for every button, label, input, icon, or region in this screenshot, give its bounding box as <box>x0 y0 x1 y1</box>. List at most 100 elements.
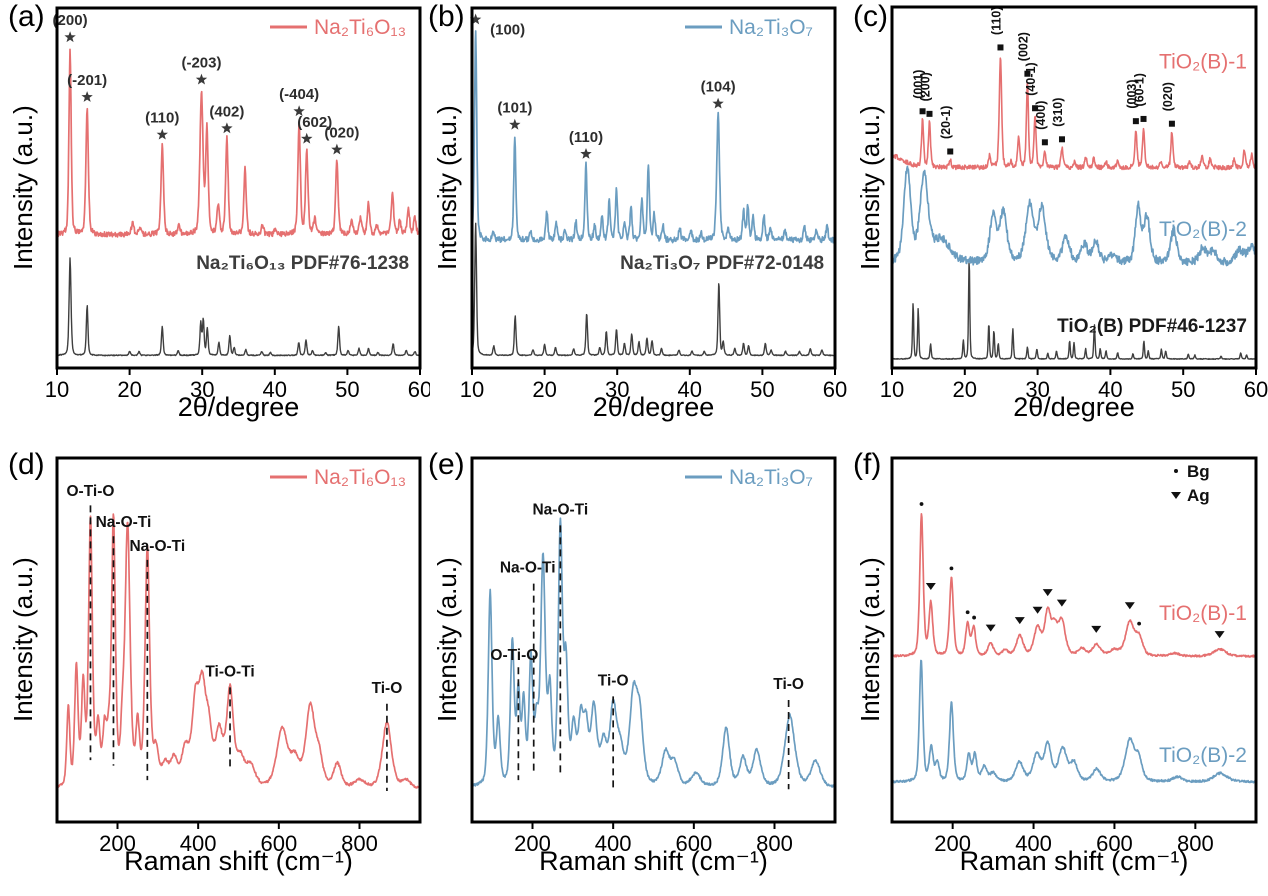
svg-text:800: 800 <box>756 831 793 856</box>
svg-text:(003): (003) <box>1125 79 1139 108</box>
svg-text:(310): (310) <box>1051 98 1065 127</box>
svg-text:Na-O-Ti: Na-O-Ti <box>500 560 556 577</box>
svg-text:(002): (002) <box>1016 32 1030 61</box>
svg-text:60: 60 <box>1244 377 1268 402</box>
panel-letter-e: (e) <box>428 448 465 481</box>
svg-text:20: 20 <box>117 377 141 402</box>
panel-letter-a: (a) <box>8 0 45 33</box>
svg-text:20: 20 <box>953 377 977 402</box>
svg-text:50: 50 <box>750 377 774 402</box>
svg-text:Ti-O-Ti: Ti-O-Ti <box>205 663 254 680</box>
panel-letter-b: (b) <box>428 0 465 33</box>
svg-text:(020): (020) <box>1161 82 1175 111</box>
svg-text:O-Ti-O: O-Ti-O <box>67 483 115 500</box>
svg-text:Ag: Ag <box>1187 486 1210 505</box>
svg-text:(200): (200) <box>918 72 932 101</box>
plot-area-d: O-Ti-O Na-O-Ti Na-O-Ti Ti-O-Ti Ti-O Na₂Ti₆O₁₃… <box>55 456 422 856</box>
svg-text:Ti-O: Ti-O <box>773 676 804 693</box>
svg-text:Bg: Bg <box>1187 462 1210 481</box>
panel-letter-d: (d) <box>8 448 45 481</box>
x-axis-label-a: 2θ/degree <box>177 392 300 422</box>
plot-area-c: (001)(200) (20-1) (110) (002)(40-1) (400) (31… <box>880 5 1268 402</box>
panel-letter-f: (f) <box>853 448 882 481</box>
svg-text:30: 30 <box>605 377 629 402</box>
svg-text:O-Ti-O: O-Ti-O <box>490 647 538 664</box>
svg-text:30: 30 <box>190 377 214 402</box>
svg-text:50: 50 <box>1171 377 1195 402</box>
svg-text:Na-O-Ti: Na-O-Ti <box>96 514 152 531</box>
panel-e: (e) Intensity (a.u.) Na-O-Ti Na-O-Ti O-Ti-… <box>420 448 850 896</box>
svg-text:Na₂Ti₃O₇: Na₂Ti₃O₇ <box>729 16 813 39</box>
svg-text:Na₂Ti₃O₇ PDF#72-0148: Na₂Ti₃O₇ PDF#72-0148 <box>620 253 824 274</box>
svg-text:(110): (110) <box>989 6 1003 35</box>
svg-text:200: 200 <box>99 831 136 856</box>
svg-text:Ti-O: Ti-O <box>598 673 629 690</box>
svg-text:20: 20 <box>532 377 556 402</box>
svg-text:600: 600 <box>675 831 712 856</box>
svg-text:Na₂Ti₆O₁₃: Na₂Ti₆O₁₃ <box>314 466 406 489</box>
svg-text:TiO₂(B)-2: TiO₂(B)-2 <box>1159 218 1247 241</box>
panel-f: (f) Intensity (a.u.) Bg Ag TiO₂(B)-1 TiO₂(B… <box>845 448 1268 896</box>
svg-text:(001): (001) <box>912 70 926 99</box>
svg-text:(110): (110) <box>569 129 603 146</box>
svg-text:(402): (402) <box>209 103 244 120</box>
svg-text:400: 400 <box>1015 831 1052 856</box>
svg-text:40: 40 <box>1098 377 1122 402</box>
plot-area-a: (200) (-201) (110) (-203) (402) (-404) (602)(0… <box>45 6 430 402</box>
svg-text:TiO₂(B)-2: TiO₂(B)-2 <box>1159 744 1247 767</box>
svg-text:(-201): (-201) <box>67 72 107 89</box>
x-axis-label-e: Raman shift (cm⁻¹) <box>539 846 768 876</box>
svg-text:Na₂Ti₆O₁₃: Na₂Ti₆O₁₃ <box>314 16 406 39</box>
svg-text:40: 40 <box>678 377 702 402</box>
svg-text:TiO₂(B)-1: TiO₂(B)-1 <box>1159 602 1247 625</box>
x-axis-label-f: Raman shift (cm⁻¹) <box>959 846 1189 876</box>
svg-text:Na₂Ti₃O₇: Na₂Ti₃O₇ <box>729 466 813 489</box>
svg-text:(200): (200) <box>53 12 88 29</box>
svg-text:Ti-O: Ti-O <box>372 680 403 697</box>
svg-text:(60-1): (60-1) <box>1133 73 1147 106</box>
svg-text:800: 800 <box>341 831 378 856</box>
svg-text:(100): (100) <box>490 22 525 39</box>
svg-text:(602): (602) <box>297 114 332 131</box>
svg-text:400: 400 <box>180 831 217 856</box>
svg-text:(20-1): (20-1) <box>939 106 953 139</box>
svg-text:30: 30 <box>1025 377 1049 402</box>
svg-text:(40-1): (40-1) <box>1024 62 1038 95</box>
svg-text:50: 50 <box>335 377 359 402</box>
svg-text:200: 200 <box>934 831 971 856</box>
svg-text:400: 400 <box>595 831 632 856</box>
panel-d: (d) Intensity (a.u.) O-Ti-O Na-O-Ti Na-O-T… <box>0 448 430 896</box>
svg-text:Na-O-Ti: Na-O-Ti <box>532 501 588 518</box>
svg-text:(101): (101) <box>497 100 532 117</box>
plot-area-b: (100) (101) (110) (104) Na₂Ti₃O₇ Na₂Ti₃O₇ PDF… <box>460 6 847 402</box>
svg-text:(-203): (-203) <box>181 55 221 72</box>
x-axis-label-c: 2θ/degree <box>1013 392 1135 422</box>
panel-letter-c: (c) <box>853 0 888 33</box>
svg-text:10: 10 <box>45 377 69 402</box>
svg-text:600: 600 <box>1096 831 1133 856</box>
panel-c: (c) Intensity (a.u.) (001) (200) (20-1) (11… <box>845 0 1268 448</box>
svg-text:200: 200 <box>514 831 551 856</box>
svg-text:(-404): (-404) <box>279 86 319 103</box>
svg-text:60: 60 <box>408 377 430 402</box>
svg-text:60: 60 <box>823 377 847 402</box>
x-axis-label-d: Raman shift (cm⁻¹) <box>124 846 353 876</box>
svg-text:Na₂Ti₆O₁₃ PDF#76-1238: Na₂Ti₆O₁₃ PDF#76-1238 <box>196 253 409 274</box>
svg-text:TiO₂(B) PDF#46-1237: TiO₂(B) PDF#46-1237 <box>1057 316 1247 337</box>
x-axis-label-b: 2θ/degree <box>592 392 715 422</box>
svg-text:Na-O-Ti: Na-O-Ti <box>129 538 185 555</box>
plot-area-e: Na-O-Ti Na-O-Ti O-Ti-O Ti-O Ti-O Na₂Ti₃O₇ 200 4… <box>470 456 837 856</box>
svg-text:10: 10 <box>460 377 484 402</box>
svg-text:10: 10 <box>880 377 904 402</box>
svg-text:TiO₂(B)-1: TiO₂(B)-1 <box>1159 50 1247 73</box>
svg-text:800: 800 <box>1177 831 1214 856</box>
svg-text:(110): (110) <box>145 110 179 127</box>
panel-a: (a) Intensity (a.u.) (200) (-201) (110) (-2… <box>0 0 430 448</box>
panel-b: (b) Intensity (a.u.) (100) (101) (110) (104… <box>420 0 850 448</box>
svg-text:(020): (020) <box>324 125 359 142</box>
plot-area-f: Bg Ag TiO₂(B)-1 TiO₂(B)-2 200 400 600 800 <box>890 456 1258 856</box>
svg-text:600: 600 <box>260 831 297 856</box>
svg-text:(400): (400) <box>1034 101 1048 130</box>
svg-text:40: 40 <box>263 377 287 402</box>
